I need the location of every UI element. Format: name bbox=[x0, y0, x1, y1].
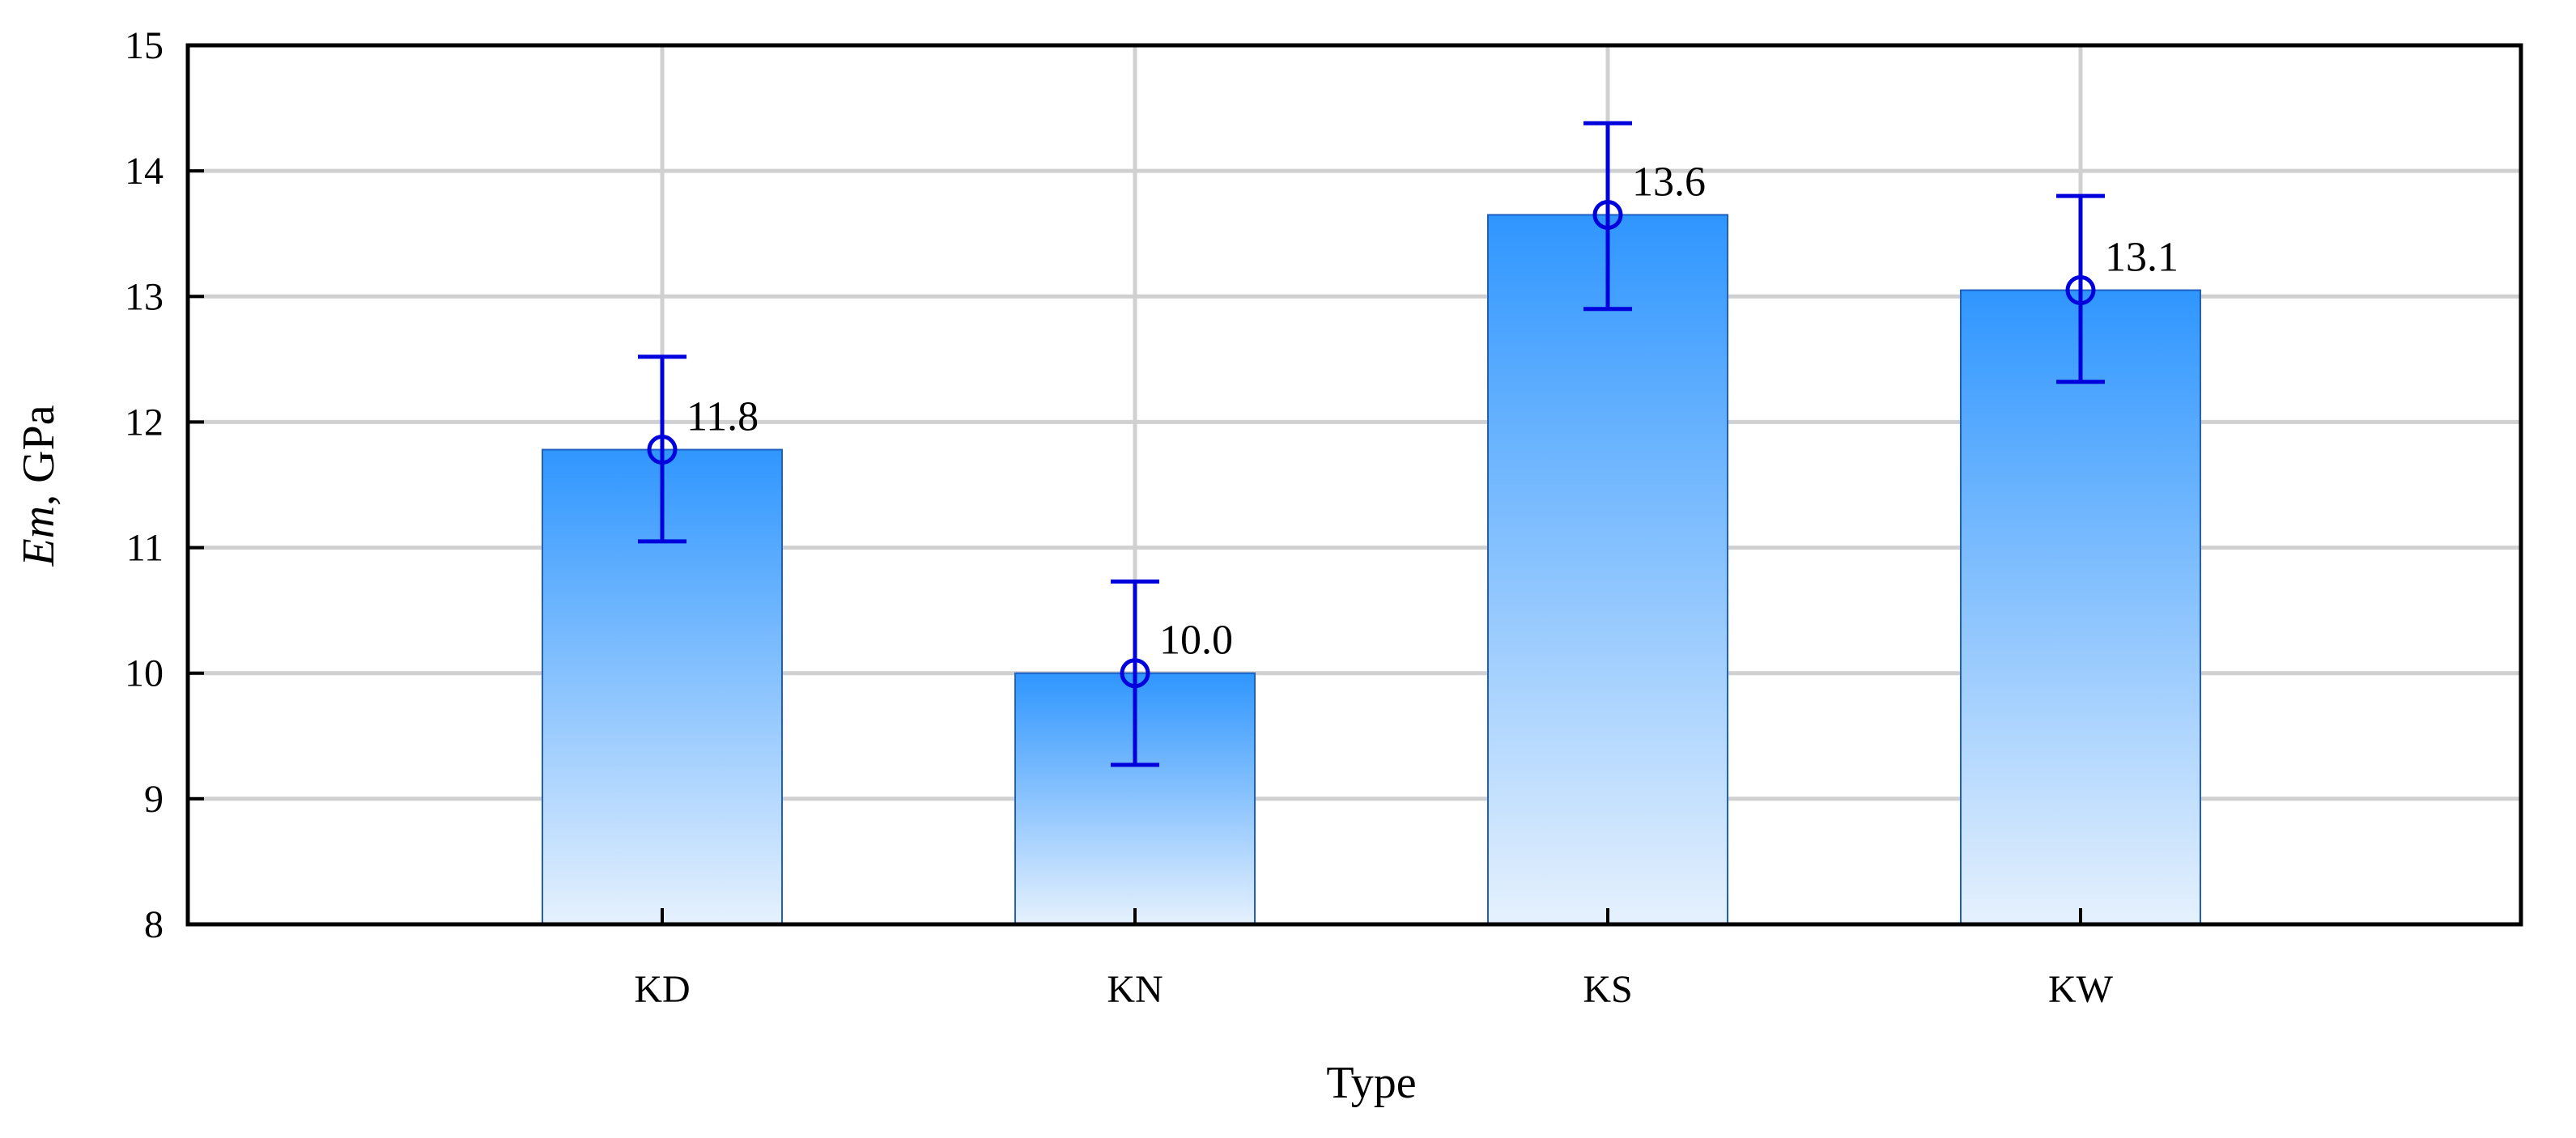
x-axis-title: Type bbox=[1326, 1058, 1416, 1108]
mean-marker bbox=[1120, 658, 1150, 689]
bars bbox=[542, 214, 2201, 925]
y-tick-label: 13 bbox=[125, 275, 164, 318]
error-bars bbox=[638, 121, 2105, 767]
x-tick-labels: KD KN KS KW bbox=[634, 968, 2113, 1011]
mean-marker bbox=[1592, 199, 1623, 230]
y-tick-label: 14 bbox=[125, 150, 164, 193]
x-tick-label-KD: KD bbox=[634, 968, 690, 1011]
y-tick-label: 11 bbox=[126, 527, 164, 570]
mean-marker bbox=[647, 435, 678, 465]
y-tick-label: 10 bbox=[125, 652, 164, 695]
y-axis-title-symbol: Em bbox=[14, 506, 64, 567]
plot-frame bbox=[185, 43, 2523, 927]
error-bar-KD bbox=[638, 355, 687, 544]
data-label-KN: 10.0 bbox=[1159, 618, 1233, 664]
error-bar-KW bbox=[2056, 193, 2105, 384]
data-label-KW: 13.1 bbox=[2105, 235, 2179, 281]
x-tick-label-KW: KW bbox=[2048, 968, 2114, 1011]
y-tick-label: 12 bbox=[125, 401, 164, 444]
y-axis-title: Em, GPa bbox=[14, 405, 64, 567]
x-tick-label-KN: KN bbox=[1107, 968, 1163, 1011]
data-labels: 11.8 10.0 13.6 13.1 bbox=[687, 159, 2179, 663]
y-tick-labels: 8 9 10 11 12 13 14 15 bbox=[125, 24, 164, 946]
x-tick-label-KS: KS bbox=[1583, 968, 1632, 1011]
data-label-KS: 13.6 bbox=[1632, 159, 1706, 205]
y-tick-label: 8 bbox=[144, 903, 164, 946]
mean-marker bbox=[2065, 275, 2096, 306]
error-bar-KS bbox=[1583, 121, 1632, 312]
y-axis-title-unit: , GPa bbox=[14, 405, 64, 506]
y-tick-label: 15 bbox=[125, 24, 164, 67]
error-bar-KN bbox=[1111, 579, 1159, 767]
axes-frame bbox=[185, 43, 2523, 927]
data-label-KD: 11.8 bbox=[687, 394, 759, 440]
bar-KW bbox=[1960, 289, 2201, 925]
y-tick-label: 9 bbox=[144, 778, 164, 821]
bar-KS bbox=[1487, 214, 1728, 925]
